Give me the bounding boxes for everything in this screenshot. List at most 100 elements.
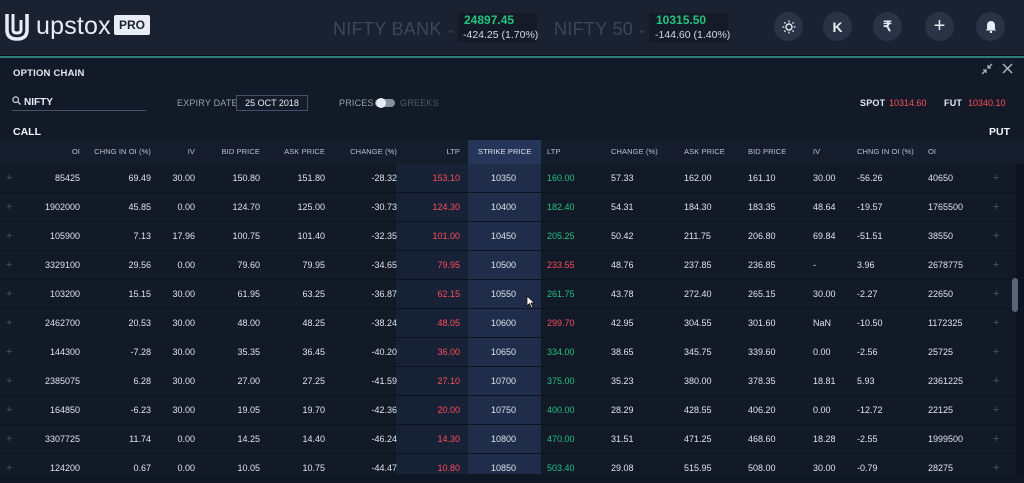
add-put-icon[interactable]: + [993, 230, 1000, 242]
add-button[interactable]: + [925, 12, 954, 41]
add-put-icon[interactable]: + [993, 259, 1000, 271]
col-put-iv[interactable]: IV [813, 147, 821, 156]
put-iv-cell: 30.00 [813, 173, 836, 183]
call-iv-cell: 30.00 [172, 376, 195, 386]
call-change-cell: -42.36 [371, 405, 397, 415]
put-ltp-cell[interactable]: 375.00 [547, 376, 575, 386]
put-ltp-cell[interactable]: 334.00 [547, 347, 575, 357]
add-put-icon[interactable]: + [993, 462, 1000, 474]
table-row[interactable]: +103200 15.15 30.00 61.95 63.25 -36.87 62.15 10… [0, 280, 1024, 309]
expiry-date-select[interactable]: 25 OCT 2018 [236, 95, 308, 111]
add-call-icon[interactable]: + [6, 172, 13, 184]
minimize-icon[interactable] [980, 63, 994, 77]
col-strike[interactable]: STRIKE PRICE [478, 147, 532, 156]
add-put-icon[interactable]: + [993, 288, 1000, 300]
col-call-change[interactable]: CHANGE (%) [350, 147, 397, 156]
strike-price-cell: 10600 [491, 318, 517, 328]
put-ltp-cell[interactable]: 205.25 [547, 231, 575, 241]
col-call-oi[interactable]: OI [71, 147, 80, 156]
ticker-nifty-bank[interactable]: NIFTY BANK ⌄ [333, 19, 456, 40]
put-ltp-cell[interactable]: 233.55 [547, 260, 575, 270]
col-call-bid[interactable]: BID PRICE [221, 147, 260, 156]
add-call-icon[interactable]: + [6, 375, 13, 387]
table-row[interactable]: +1902000 45.85 0.00 124.70 125.00 -30.73 124.3… [0, 193, 1024, 222]
col-put-bid[interactable]: BID PRICE [748, 147, 787, 156]
prices-greeks-toggle[interactable] [375, 98, 395, 108]
col-put-change[interactable]: CHANGE (%) [611, 147, 658, 156]
search-input[interactable] [24, 94, 144, 110]
put-side-label: PUT [989, 126, 1010, 138]
table-row[interactable]: +85425 69.49 30.00 150.80 151.80 -28.32 153.10… [0, 164, 1024, 193]
chevron-down-icon[interactable]: ⌄ [445, 22, 457, 36]
chevron-down-icon[interactable]: ⌄ [637, 22, 648, 36]
table-row[interactable]: +164850 -6.23 30.00 19.05 19.70 -42.36 20.00 10… [0, 396, 1024, 425]
call-ltp-cell[interactable]: 124.30 [432, 202, 460, 212]
col-put-oi[interactable]: OI [928, 147, 937, 156]
put-ltp-cell[interactable]: 299.70 [547, 318, 575, 328]
table-row[interactable]: +3329100 29.56 0.00 79.60 79.95 -34.65 79.95 10… [0, 251, 1024, 280]
add-put-icon[interactable]: + [993, 172, 1000, 184]
add-put-icon[interactable]: + [993, 317, 1000, 329]
col-call-ask[interactable]: ASK PRICE [284, 147, 325, 156]
add-call-icon[interactable]: + [6, 462, 13, 474]
table-row[interactable]: +124200 0.67 0.00 10.05 10.75 -44.47 10.80 1085… [0, 454, 1024, 483]
scrollbar-thumb[interactable] [1012, 278, 1018, 312]
put-ltp-cell[interactable]: 400.00 [547, 405, 575, 415]
put-change-cell: 54.31 [611, 202, 634, 212]
call-ltp-cell[interactable]: 62.15 [437, 289, 460, 299]
col-put-ltp[interactable]: LTP [547, 147, 561, 156]
add-call-icon[interactable]: + [6, 433, 13, 445]
col-call-iv[interactable]: IV [187, 147, 195, 156]
add-call-icon[interactable]: + [6, 230, 13, 242]
funds-button[interactable]: ₹ [873, 12, 902, 41]
call-ltp-cell[interactable]: 48.05 [437, 318, 460, 328]
theme-toggle-button[interactable] [774, 12, 803, 41]
put-change-cell: 38.65 [611, 347, 634, 357]
table-row[interactable]: +105900 7.13 17.96 100.75 101.40 -32.35 101.00… [0, 222, 1024, 251]
call-ltp-cell[interactable]: 20.00 [437, 405, 460, 415]
add-put-icon[interactable]: + [993, 201, 1000, 213]
table-row[interactable]: +144300 -7.28 30.00 35.35 36.45 -40.20 36.00 10… [0, 338, 1024, 367]
add-put-icon[interactable]: + [993, 433, 1000, 445]
strike-header-bg [468, 140, 541, 164]
add-put-icon[interactable]: + [993, 404, 1000, 416]
call-ltp-cell[interactable]: 36.00 [437, 347, 460, 357]
add-call-icon[interactable]: + [6, 288, 13, 300]
call-bid-cell: 100.75 [232, 231, 260, 241]
add-call-icon[interactable]: + [6, 404, 13, 416]
call-chng-oi-cell: 20.53 [128, 318, 151, 328]
call-ltp-cell[interactable]: 101.00 [432, 231, 460, 241]
call-ltp-cell[interactable]: 153.10 [432, 173, 460, 183]
notifications-button[interactable] [976, 12, 1005, 41]
symbol-search[interactable] [12, 94, 146, 111]
profile-avatar-button[interactable]: K [823, 12, 852, 41]
add-call-icon[interactable]: + [6, 317, 13, 329]
put-ltp-cell[interactable]: 182.40 [547, 202, 575, 212]
call-ltp-cell[interactable]: 79.95 [437, 260, 460, 270]
ticker-nifty-50[interactable]: NIFTY 50 ⌄ [554, 19, 647, 40]
top-bar: upstox PRO NIFTY BANK ⌄ 24897.45 -424.25 … [0, 0, 1024, 56]
put-ltp-cell[interactable]: 503.40 [547, 463, 575, 473]
add-call-icon[interactable]: + [6, 259, 13, 271]
call-ltp-cell[interactable]: 14.30 [437, 434, 460, 444]
put-ltp-cell[interactable]: 470.00 [547, 434, 575, 444]
col-call-chng-oi[interactable]: CHNG IN OI (%) [94, 147, 151, 156]
close-icon[interactable] [1000, 63, 1014, 77]
put-ltp-cell[interactable]: 261.75 [547, 289, 575, 299]
add-put-icon[interactable]: + [993, 375, 1000, 387]
put-ltp-cell[interactable]: 160.00 [547, 173, 575, 183]
col-put-chng-oi[interactable]: CHNG IN OI (%) [857, 147, 914, 156]
table-row[interactable]: +2462700 20.53 30.00 48.00 48.25 -38.24 48.05 1… [0, 309, 1024, 338]
col-put-ask[interactable]: ASK PRICE [684, 147, 725, 156]
table-row[interactable]: +2385075 6.28 30.00 27.00 27.25 -41.59 27.10 10… [0, 367, 1024, 396]
call-ltp-cell[interactable]: 27.10 [437, 376, 460, 386]
scrollbar-track[interactable] [1016, 164, 1024, 474]
call-ltp-cell[interactable]: 10.80 [437, 463, 460, 473]
add-put-icon[interactable]: + [993, 346, 1000, 358]
add-call-icon[interactable]: + [6, 201, 13, 213]
put-oi-cell: 22125 [928, 405, 954, 415]
col-call-ltp[interactable]: LTP [446, 147, 460, 156]
call-oi-cell: 105900 [49, 231, 80, 241]
add-call-icon[interactable]: + [6, 346, 13, 358]
table-row[interactable]: +3307725 11.74 0.00 14.25 14.40 -46.24 14.30 10… [0, 425, 1024, 454]
